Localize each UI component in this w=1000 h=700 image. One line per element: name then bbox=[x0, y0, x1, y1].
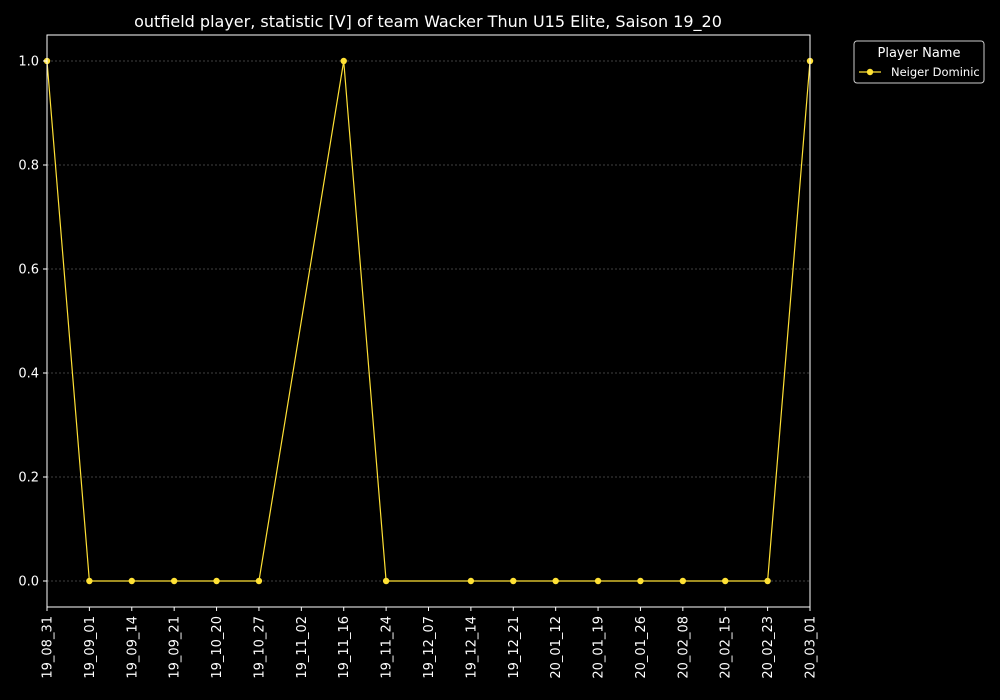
data-point bbox=[213, 577, 220, 585]
x-tick-label: 19_11_02 bbox=[295, 616, 310, 679]
chart-title: outfield player, statistic [V] of team W… bbox=[134, 12, 722, 32]
y-tick-label: 0.4 bbox=[18, 367, 39, 382]
data-point bbox=[637, 577, 644, 585]
x-tick-label: 19_10_20 bbox=[210, 616, 225, 679]
x-tick-label: 20_01_12 bbox=[549, 616, 564, 679]
data-point bbox=[594, 577, 602, 585]
data-point bbox=[679, 577, 687, 585]
data-point bbox=[510, 577, 517, 585]
y-tick-label: 0.2 bbox=[18, 471, 39, 486]
x-tick-label: 20_02_08 bbox=[676, 616, 691, 679]
y-tick-label: 0.0 bbox=[18, 575, 39, 590]
data-point bbox=[86, 577, 93, 585]
legend-title: Player Name bbox=[878, 46, 961, 61]
x-axis: 19_08_31 19_09_01 19_09_14 19_09_21 19_10_20… bbox=[41, 607, 819, 679]
y-tick-label: 0.8 bbox=[18, 159, 39, 174]
x-tick-label: 19_11_24 bbox=[380, 616, 395, 679]
y-tick-label: 1.0 bbox=[18, 55, 39, 70]
data-point bbox=[467, 577, 475, 585]
x-tick-label: 19_11_16 bbox=[337, 616, 352, 679]
x-tick-label: 19_12_07 bbox=[422, 616, 437, 679]
x-tick-label: 19_09_01 bbox=[83, 616, 98, 679]
x-tick-label: 20_01_19 bbox=[592, 616, 607, 679]
x-tick-label: 19_09_14 bbox=[125, 616, 140, 679]
y-axis: 0.0 0.2 0.4 0.6 0.8 1.0 bbox=[18, 55, 47, 590]
data-point bbox=[722, 577, 729, 585]
x-tick-label: 20_02_23 bbox=[761, 616, 776, 679]
legend: Player Name Neiger Dominic bbox=[853, 40, 985, 84]
legend-label: Neiger Dominic bbox=[891, 65, 980, 79]
legend-swatch-marker bbox=[866, 68, 874, 76]
x-tick-label: 19_09_21 bbox=[168, 616, 183, 679]
data-point bbox=[170, 577, 178, 585]
x-tick-label: 19_10_27 bbox=[252, 616, 267, 679]
legend-box bbox=[853, 40, 985, 84]
y-tick-label: 0.6 bbox=[18, 263, 39, 278]
data-point bbox=[128, 577, 135, 585]
data-point bbox=[552, 577, 559, 585]
x-tick-label: 20_02_15 bbox=[719, 616, 734, 679]
data-point bbox=[340, 57, 347, 65]
x-tick-label: 20_01_26 bbox=[634, 616, 649, 679]
data-point bbox=[382, 577, 390, 585]
series-layer bbox=[43, 57, 814, 585]
x-tick-label: 19_08_31 bbox=[41, 616, 56, 679]
x-tick-label: 19_12_21 bbox=[507, 616, 522, 679]
x-tick-label: 19_12_14 bbox=[464, 616, 479, 679]
x-tick-label: 20_03_01 bbox=[804, 616, 819, 679]
data-point bbox=[764, 577, 771, 585]
data-point bbox=[255, 577, 263, 585]
